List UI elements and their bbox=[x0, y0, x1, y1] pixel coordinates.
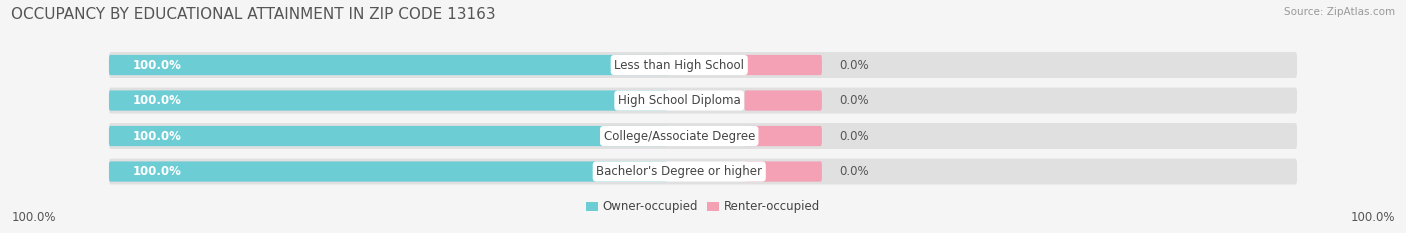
Text: 100.0%: 100.0% bbox=[132, 58, 181, 72]
FancyBboxPatch shape bbox=[110, 90, 668, 111]
Text: 100.0%: 100.0% bbox=[132, 130, 181, 143]
FancyBboxPatch shape bbox=[744, 55, 823, 75]
FancyBboxPatch shape bbox=[110, 55, 668, 75]
Text: 0.0%: 0.0% bbox=[839, 58, 869, 72]
Text: Less than High School: Less than High School bbox=[614, 58, 744, 72]
Text: Bachelor's Degree or higher: Bachelor's Degree or higher bbox=[596, 165, 762, 178]
Text: 0.0%: 0.0% bbox=[839, 94, 869, 107]
FancyBboxPatch shape bbox=[744, 161, 823, 182]
Text: 0.0%: 0.0% bbox=[839, 165, 869, 178]
Text: Source: ZipAtlas.com: Source: ZipAtlas.com bbox=[1284, 7, 1395, 17]
Text: High School Diploma: High School Diploma bbox=[617, 94, 741, 107]
FancyBboxPatch shape bbox=[110, 159, 1296, 185]
Text: 100.0%: 100.0% bbox=[1350, 211, 1395, 224]
Text: 100.0%: 100.0% bbox=[11, 211, 56, 224]
FancyBboxPatch shape bbox=[110, 161, 668, 182]
FancyBboxPatch shape bbox=[110, 123, 1296, 149]
FancyBboxPatch shape bbox=[744, 126, 823, 146]
FancyBboxPatch shape bbox=[110, 126, 668, 146]
Text: 100.0%: 100.0% bbox=[132, 165, 181, 178]
Text: 0.0%: 0.0% bbox=[839, 130, 869, 143]
FancyBboxPatch shape bbox=[110, 52, 1296, 78]
Text: OCCUPANCY BY EDUCATIONAL ATTAINMENT IN ZIP CODE 13163: OCCUPANCY BY EDUCATIONAL ATTAINMENT IN Z… bbox=[11, 7, 496, 22]
Text: College/Associate Degree: College/Associate Degree bbox=[603, 130, 755, 143]
FancyBboxPatch shape bbox=[744, 90, 823, 111]
FancyBboxPatch shape bbox=[110, 88, 1296, 113]
Text: 100.0%: 100.0% bbox=[132, 94, 181, 107]
Legend: Owner-occupied, Renter-occupied: Owner-occupied, Renter-occupied bbox=[581, 195, 825, 218]
